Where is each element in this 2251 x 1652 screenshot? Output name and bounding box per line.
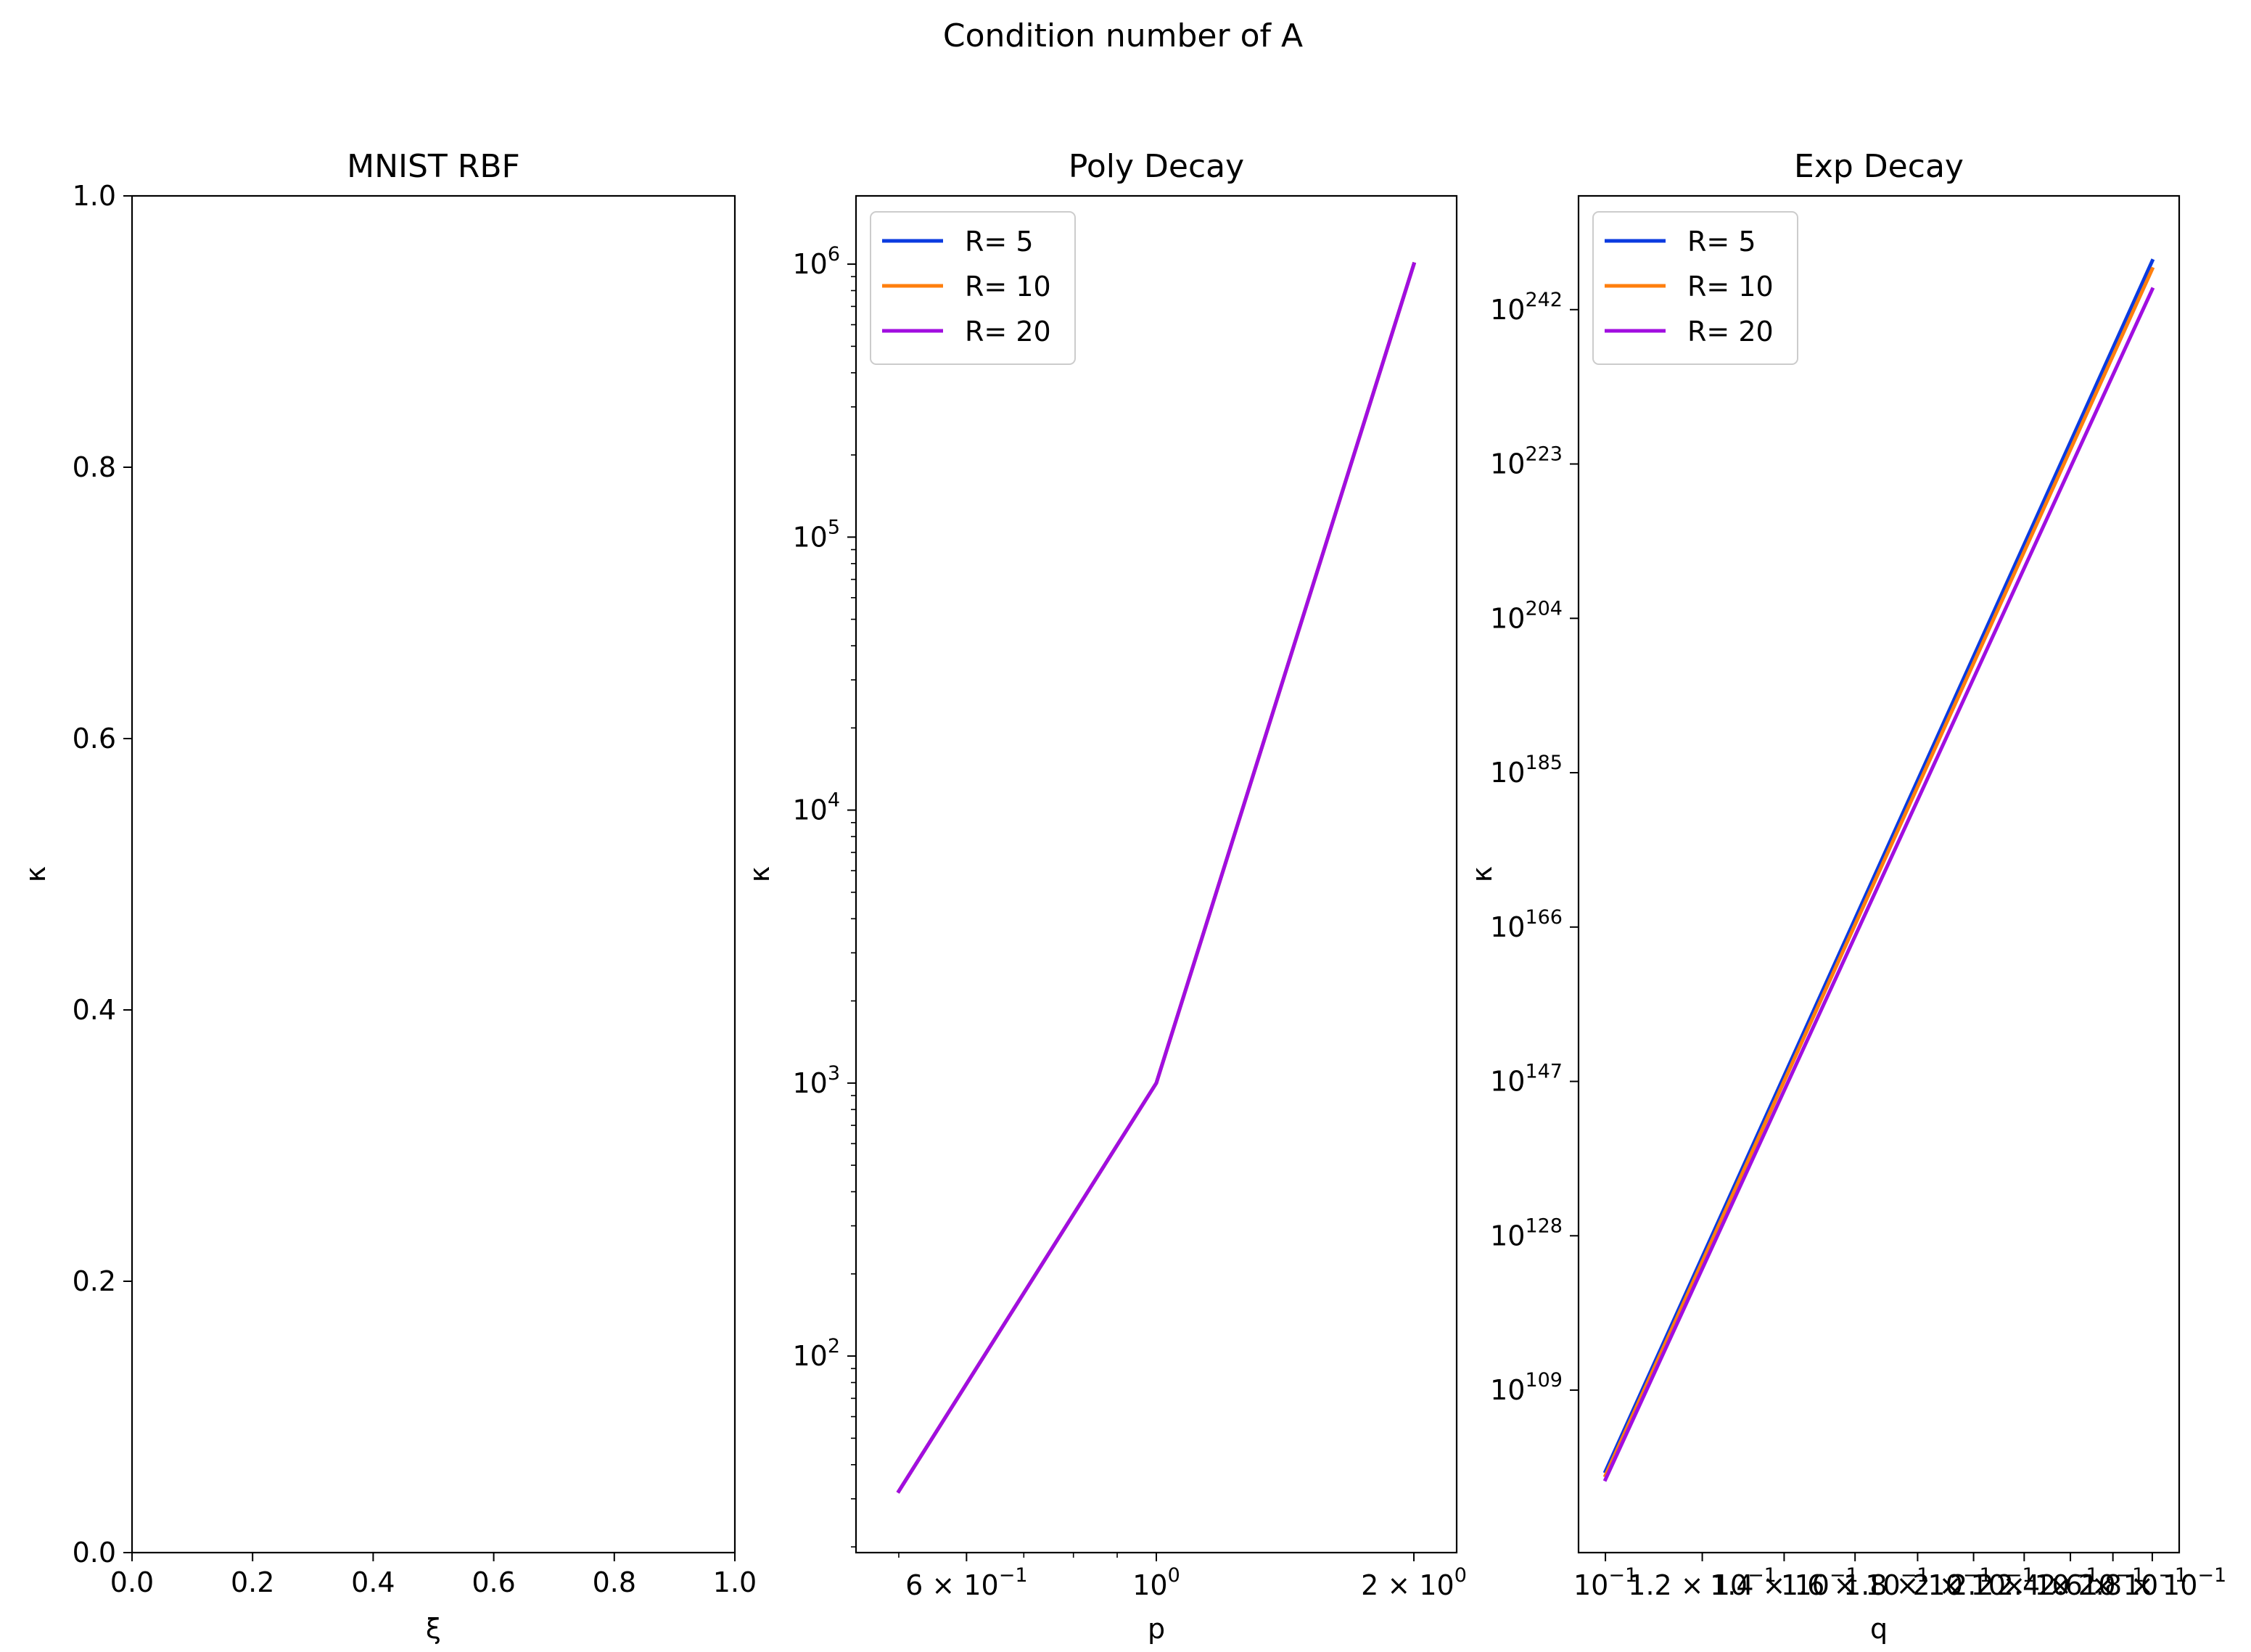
x-tick-label: 1.8 × 10−1 <box>1843 1564 1992 1601</box>
x-tick-label: 0.6 <box>472 1566 515 1598</box>
subplots: MNIST RBF 0.0 0.2 0.4 0.6 0.8 1.0 0.0 0.2 0.4 0.6 0… <box>20 148 2226 1645</box>
series-line-1 <box>896 261 1417 1494</box>
y-tick-label: 0.4 <box>73 994 116 1026</box>
x-tick-label: 1.2 × 10−1 <box>1628 1564 1777 1601</box>
y-tick-label: 106 <box>792 243 840 280</box>
y-tick-label: 0.0 <box>73 1537 116 1569</box>
series-line-1 <box>1602 258 2155 1474</box>
y-tick-label: 0.6 <box>73 723 116 755</box>
y-tick-label: 0.8 <box>73 451 116 483</box>
subplot-title: Exp Decay <box>1794 148 1964 185</box>
series-line-3 <box>896 261 1417 1494</box>
x-tick-label: 0.8 <box>593 1566 636 1598</box>
x-tick-label: 2.2 × 10−1 <box>1950 1564 2099 1601</box>
y-tick-label: 10204 <box>1490 597 1563 634</box>
x-tick-label: 1.4 × 10−1 <box>1710 1564 1859 1601</box>
subplot-2: Poly Decay 6 × 10−1 100 2 × 100 102 103 104 105… <box>744 148 1467 1645</box>
y-tick-label: 10242 <box>1490 289 1563 326</box>
subplot-title: Poly Decay <box>1069 148 1244 185</box>
x-tick-label: 2.8 × 10−1 <box>2078 1564 2227 1601</box>
y-tick-label: 102 <box>792 1335 840 1372</box>
y-axis-label: κ <box>1466 866 1498 882</box>
axes-frame <box>1577 194 2181 1554</box>
legend-label: R= 5 <box>1687 226 1756 258</box>
legend-frame <box>1592 211 1798 365</box>
x-tick-label: 6 × 10−1 <box>905 1564 1027 1601</box>
x-tick-label: 0.4 <box>351 1566 395 1598</box>
y-tick-label: 104 <box>792 789 840 826</box>
legend: R= 5 R= 10 R= 20 <box>1592 211 1798 365</box>
y-axis-label: κ <box>20 866 52 882</box>
y-tick-label: 10223 <box>1490 443 1563 480</box>
x-tick-label: 100 <box>1132 1564 1180 1601</box>
x-tick-label: 2 × 100 <box>1361 1564 1467 1601</box>
legend-label: R= 10 <box>1687 271 1774 303</box>
y-tick-label: 0.2 <box>73 1265 116 1297</box>
series-line-2 <box>896 261 1417 1494</box>
axes-frame <box>855 194 1458 1554</box>
y-tick-label: 10166 <box>1490 906 1563 943</box>
legend-label: R= 20 <box>1687 316 1774 348</box>
x-tick-label: 2 × 10−1 <box>1912 1564 2034 1601</box>
x-tick-label: 2.4 × 10−1 <box>1996 1564 2145 1601</box>
legend-label: R= 20 <box>965 316 1051 348</box>
legend: R= 5 R= 10 R= 20 <box>870 211 1076 365</box>
y-axis-label: κ <box>744 866 775 882</box>
x-axis-label: ξ <box>426 1613 441 1645</box>
figure-title: Condition number of A <box>943 17 1303 54</box>
x-axis-label: p <box>1148 1613 1165 1645</box>
y-tick-label: 10128 <box>1490 1215 1563 1252</box>
series-line-3 <box>1602 287 2155 1482</box>
x-axis-label: q <box>1870 1613 1888 1645</box>
x-tick-label: 1.0 <box>713 1566 757 1598</box>
y-tick-label: 10185 <box>1490 752 1563 789</box>
y-tick-label: 103 <box>792 1062 840 1099</box>
x-tick-label: 0.2 <box>231 1566 274 1598</box>
x-tick-label: 1.6 × 10−1 <box>1781 1564 1930 1601</box>
x-tick-label: 0.0 <box>110 1566 154 1598</box>
y-tick-label: 1.0 <box>73 180 116 212</box>
x-tick-label: 2.6 × 10−1 <box>2038 1564 2187 1601</box>
legend-frame <box>870 211 1076 365</box>
series-line-2 <box>1602 266 2155 1478</box>
axes-frame <box>131 194 736 1554</box>
subplot-title: MNIST RBF <box>347 148 520 185</box>
subplot-1: MNIST RBF 0.0 0.2 0.4 0.6 0.8 1.0 0.0 0.2 0.4 0.6 0… <box>20 148 757 1645</box>
x-tick-label: 10−1 <box>1573 1564 1637 1601</box>
subplot-3: Exp Decay 10−11.2 × 10−11.4 × 10−11.6 × 1… <box>1466 148 2226 1645</box>
y-tick-label: 105 <box>792 516 840 553</box>
y-tick-label: 10147 <box>1490 1061 1563 1098</box>
legend-label: R= 5 <box>965 226 1034 258</box>
y-tick-label: 10109 <box>1490 1369 1563 1406</box>
legend-label: R= 10 <box>965 271 1051 303</box>
